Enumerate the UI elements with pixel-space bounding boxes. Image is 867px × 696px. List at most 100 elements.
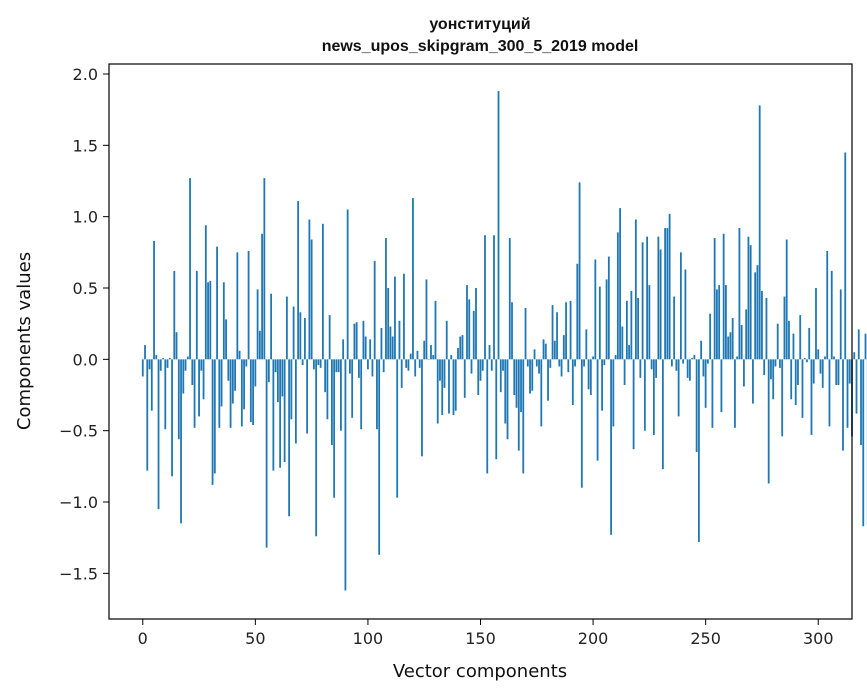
bar-224	[646, 236, 649, 360]
bar-222	[641, 242, 644, 360]
bar-87	[337, 359, 340, 373]
bar-199	[589, 359, 592, 395]
bar-14	[173, 270, 176, 360]
bar-54	[263, 178, 266, 360]
bar-272	[754, 272, 757, 360]
bar-103	[373, 260, 376, 360]
bar-63	[283, 359, 286, 463]
bar-263	[734, 359, 736, 428]
x-tick-label-150: 150	[465, 629, 496, 648]
bar-159	[499, 359, 502, 393]
bar-203	[598, 286, 601, 360]
bar-174	[533, 349, 536, 360]
bar-62	[281, 359, 284, 397]
bar-108	[385, 238, 387, 360]
bar-274	[758, 105, 761, 360]
bar-58	[272, 359, 275, 471]
bar-133	[441, 359, 444, 415]
bar-60	[276, 359, 279, 403]
bar-124	[421, 359, 423, 457]
bar-81	[324, 359, 327, 393]
bar-71	[301, 359, 304, 366]
y-tick-label-7: 2.0	[73, 65, 98, 84]
bar-57	[270, 293, 273, 360]
x-tick-label-0: 0	[138, 629, 148, 648]
bar-147	[472, 310, 475, 360]
bar-217	[630, 290, 633, 360]
y-tick-label-6: 1.5	[73, 136, 98, 155]
bar-129	[432, 355, 435, 360]
bar-89	[342, 339, 345, 360]
bar-262	[731, 317, 734, 360]
bar-165	[513, 359, 516, 395]
bar-259	[725, 285, 727, 360]
bar-6	[155, 355, 158, 360]
bar-227	[652, 359, 655, 435]
bar-4	[150, 359, 153, 411]
bar-223	[643, 359, 646, 431]
y-tick-label-2: −0.5	[59, 422, 98, 441]
bar-120	[412, 198, 414, 360]
bar-9	[162, 357, 164, 360]
bar-145	[468, 299, 471, 360]
bar-241	[684, 269, 687, 360]
bar-256	[718, 285, 721, 360]
bar-277	[765, 297, 768, 360]
bar-195	[580, 359, 583, 488]
bar-125	[423, 340, 426, 360]
bar-115	[400, 359, 403, 388]
bar-215	[625, 300, 628, 360]
bar-17	[180, 359, 182, 524]
bar-234	[668, 213, 671, 360]
bar-170	[524, 307, 527, 360]
bar-314	[848, 359, 851, 384]
bar-297	[810, 359, 813, 435]
bar-114	[398, 320, 401, 360]
bar-166	[515, 359, 518, 408]
bar-series	[141, 91, 867, 591]
bar-38	[227, 359, 230, 381]
bar-185	[558, 359, 561, 367]
y-tick-label-4: 0.5	[73, 279, 98, 298]
bar-121	[414, 359, 417, 377]
bar-74	[308, 219, 311, 360]
bar-162	[506, 359, 509, 440]
bar-139	[454, 359, 457, 411]
bar-286	[785, 239, 788, 360]
bar-206	[605, 279, 608, 360]
bar-239	[679, 252, 682, 360]
bar-95	[355, 322, 358, 360]
bar-73	[306, 359, 309, 434]
bar-225	[648, 285, 651, 360]
bar-155	[490, 359, 493, 371]
bar-257	[720, 359, 723, 413]
bar-37	[225, 319, 227, 360]
bar-143	[463, 359, 466, 398]
bar-10	[164, 359, 167, 430]
x-tick-label-50: 50	[245, 629, 265, 648]
bar-293	[801, 359, 804, 418]
bar-67	[292, 306, 295, 360]
bar-70	[299, 312, 302, 360]
bar-102	[371, 359, 374, 377]
bar-61	[279, 359, 282, 468]
bar-25	[198, 359, 200, 417]
bar-16	[177, 359, 180, 440]
bar-149	[477, 359, 480, 395]
bar-32	[213, 359, 216, 474]
x-tick-label-200: 200	[578, 629, 609, 648]
x-tick-label-250: 250	[690, 629, 721, 648]
bar-316	[853, 352, 856, 360]
bar-46	[245, 359, 248, 367]
bar-107	[382, 359, 385, 373]
bar-116	[403, 273, 405, 360]
bar-261	[729, 332, 732, 360]
bar-275	[761, 290, 763, 360]
bar-157	[495, 359, 498, 460]
bar-244	[691, 357, 694, 360]
bar-134	[443, 359, 446, 388]
bar-66	[290, 359, 293, 420]
bar-31	[211, 359, 214, 485]
bar-96	[358, 359, 360, 378]
